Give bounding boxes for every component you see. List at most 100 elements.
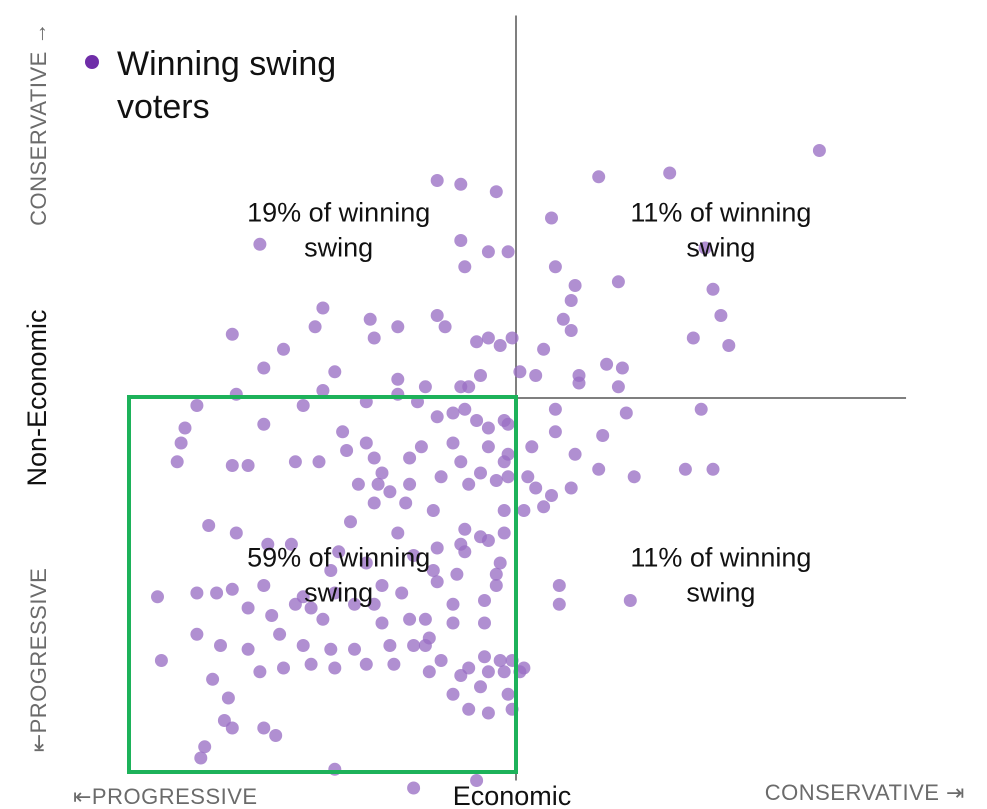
data-point — [698, 241, 712, 255]
data-point — [694, 402, 708, 416]
data-point — [458, 402, 472, 416]
data-point — [304, 601, 318, 615]
data-point — [403, 612, 417, 626]
data-point — [545, 489, 558, 502]
data-point — [474, 466, 487, 480]
data-point — [489, 567, 503, 581]
data-point — [501, 447, 515, 461]
data-point — [548, 425, 562, 439]
data-point — [481, 421, 495, 435]
data-point — [564, 294, 578, 307]
data-point — [178, 421, 192, 435]
data-point — [454, 177, 468, 191]
data-point — [430, 174, 444, 187]
data-point — [462, 380, 476, 394]
highlight-box-bottom-left — [127, 395, 518, 774]
data-point — [552, 597, 566, 611]
data-point — [316, 384, 330, 397]
data-point — [611, 275, 625, 289]
data-point — [261, 537, 275, 551]
data-point — [470, 335, 484, 349]
data-point — [812, 144, 826, 157]
data-point — [481, 245, 495, 259]
data-point — [556, 312, 570, 326]
data-point — [462, 702, 476, 716]
data-point — [438, 320, 452, 334]
data-point — [600, 357, 614, 371]
data-point — [328, 661, 342, 675]
data-point — [225, 327, 239, 341]
data-point — [525, 440, 539, 454]
y-axis-conservative-caption: CONSERVATIVE → — [26, 22, 51, 226]
data-point — [454, 455, 468, 469]
data-point — [336, 425, 350, 439]
data-point — [348, 642, 361, 656]
data-point — [399, 496, 413, 510]
data-point — [367, 451, 381, 465]
data-point — [265, 609, 279, 622]
data-point — [273, 627, 287, 641]
quadrant-label-top-left-line2: swing — [304, 232, 373, 262]
data-point — [210, 586, 224, 600]
data-point — [497, 504, 511, 517]
data-point — [383, 485, 397, 499]
data-point — [481, 331, 495, 345]
data-point — [422, 665, 436, 679]
data-point — [489, 579, 503, 592]
data-point — [627, 470, 641, 484]
data-point — [328, 365, 342, 379]
data-point — [513, 365, 527, 379]
data-point — [663, 166, 677, 180]
data-point — [241, 601, 255, 615]
data-point — [430, 575, 444, 589]
data-point — [284, 537, 298, 551]
data-point — [225, 582, 239, 596]
data-point — [241, 459, 255, 472]
data-point — [253, 665, 267, 679]
legend: Winning swing voters — [85, 45, 336, 126]
data-point — [241, 642, 255, 656]
data-point — [474, 680, 487, 694]
data-point — [430, 541, 444, 555]
data-point — [225, 459, 239, 472]
data-point — [316, 612, 330, 626]
data-point — [383, 639, 397, 652]
data-point — [426, 564, 440, 577]
data-point — [446, 406, 460, 420]
data-point — [592, 462, 606, 476]
data-point — [414, 440, 428, 454]
data-point — [288, 597, 302, 611]
data-point — [371, 477, 385, 491]
data-point — [375, 466, 389, 480]
data-point — [332, 545, 346, 559]
data-point — [446, 436, 460, 450]
data-point — [395, 586, 409, 600]
data-point — [552, 579, 566, 592]
data-point — [497, 526, 511, 540]
data-point — [391, 372, 405, 386]
data-point — [446, 687, 460, 701]
data-point — [548, 402, 562, 416]
x-axis-title: Economic — [453, 781, 572, 809]
legend-marker-icon — [85, 55, 99, 69]
quadrant-label-bottom-left-line1: 59% of winning — [247, 542, 430, 572]
data-point — [328, 586, 342, 600]
data-point — [470, 414, 484, 427]
data-point — [359, 436, 373, 450]
data-point — [505, 331, 519, 345]
data-point — [324, 564, 338, 577]
data-point — [564, 481, 578, 495]
data-point — [407, 781, 421, 795]
data-point — [348, 597, 361, 611]
data-point — [367, 496, 381, 510]
data-point — [154, 654, 168, 667]
data-point — [470, 774, 484, 787]
data-point — [537, 500, 551, 514]
data-point — [304, 657, 318, 671]
data-point — [706, 282, 720, 296]
data-point — [615, 361, 629, 375]
data-point — [458, 260, 472, 274]
data-point — [489, 474, 503, 487]
data-point — [225, 721, 239, 735]
